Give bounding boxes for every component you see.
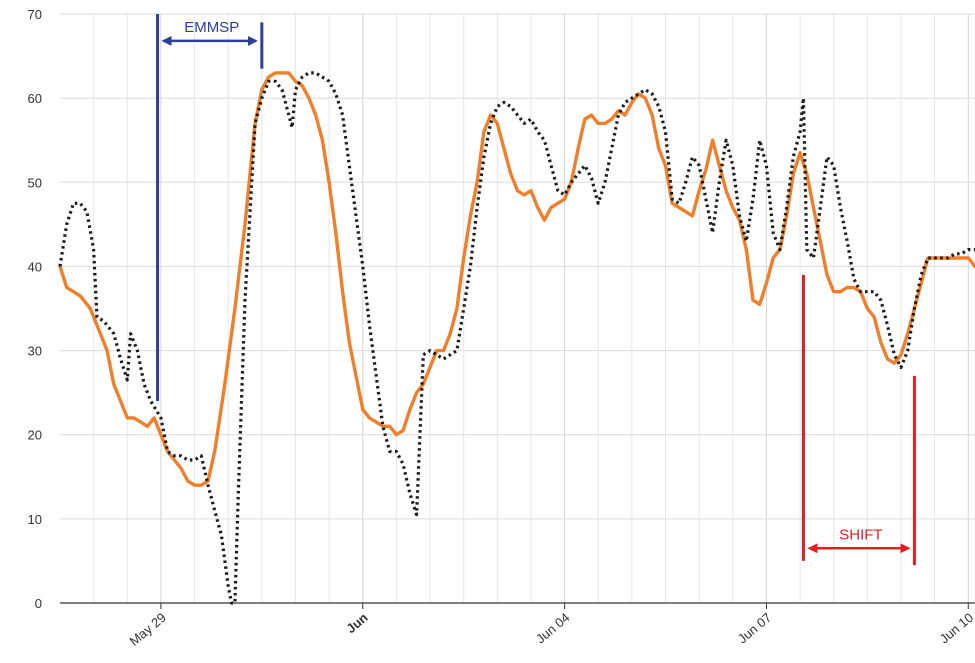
annotation-shift-label: SHIFT — [839, 526, 882, 543]
axes: 0 10 20 30 40 50 60 70 May 29 Jun Jun 04 Jun 07 Jun … — [28, 7, 975, 649]
annotations: EMMSP SHIFT — [156, 14, 916, 566]
y-tick-label: 30 — [28, 344, 42, 359]
y-tick-label: 70 — [28, 7, 42, 22]
x-tick-label: Jun 10 — [937, 610, 975, 647]
y-tick-label: 20 — [28, 428, 42, 443]
x-tick-label: May 29 — [127, 610, 169, 649]
series-lines — [58, 71, 975, 605]
x-tick-label: Jun 07 — [735, 610, 775, 647]
x-tick-label: Jun 04 — [533, 610, 573, 647]
y-tick-label: 10 — [28, 512, 42, 527]
annotation-emmsp-label: EMMSP — [184, 19, 239, 36]
y-tick-label: 40 — [28, 259, 42, 274]
y-tick-label: 0 — [35, 596, 42, 611]
series-line-1 — [58, 71, 975, 487]
x-tick-label: Jun — [343, 610, 370, 636]
grid-lines — [60, 13, 975, 604]
y-tick-label: 50 — [28, 175, 42, 190]
series-line-2 — [58, 71, 975, 605]
y-tick-label: 60 — [28, 91, 42, 106]
